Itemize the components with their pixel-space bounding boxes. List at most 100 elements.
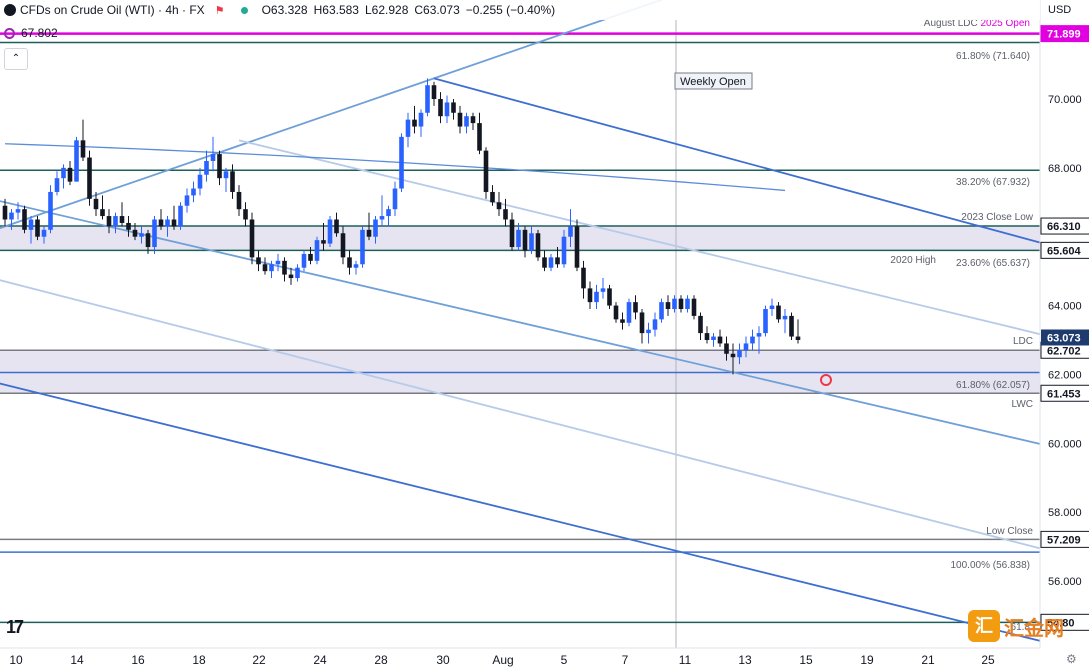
candle-body (555, 257, 560, 265)
level-label-11: 61.8 (1011, 622, 1031, 633)
candle-body (223, 171, 229, 179)
candle-body (15, 209, 21, 213)
candle-body (41, 229, 47, 237)
candle-body (2, 205, 8, 220)
trendline-5 (238, 139, 1040, 336)
candle-body (178, 205, 183, 227)
candle-body (353, 264, 359, 268)
weekly-open-box (674, 72, 753, 90)
candle-body (191, 188, 196, 196)
candle-body (262, 264, 268, 272)
candle-body (633, 302, 638, 313)
candle-body (457, 112, 463, 127)
level-badge-bg-8 (1040, 384, 1089, 402)
level-badge-bg-4 (1040, 241, 1089, 259)
trendline-3 (0, 279, 1040, 550)
candle-body (243, 209, 248, 220)
candle-body (132, 229, 138, 237)
candle-body (386, 209, 391, 217)
candle-body (9, 212, 14, 220)
candle-body (334, 219, 339, 234)
candle-body (548, 257, 554, 268)
candle-body (295, 267, 300, 279)
tradingview-logo[interactable]: 17 (6, 617, 24, 637)
candle-body (392, 188, 398, 210)
market-open-dot-icon (240, 6, 248, 14)
candle-body (405, 119, 411, 137)
candle-body (483, 150, 489, 192)
candle-body (61, 167, 66, 179)
candle-body (308, 253, 313, 261)
x-tick-label: 30 (436, 653, 450, 667)
indicator-icon[interactable] (4, 27, 15, 39)
flag-icon[interactable]: ⚑ (214, 4, 225, 17)
candle-body (217, 154, 222, 179)
trendline-0 (0, 0, 664, 230)
candle-body (327, 219, 333, 244)
candle-body (113, 216, 118, 227)
candle-body (581, 267, 586, 289)
trendline-1 (433, 77, 1040, 244)
candle-body (594, 291, 599, 303)
ohlc-close: C63.073 (414, 3, 460, 17)
ohlc-open: O63.328 (261, 3, 308, 17)
candle-body (451, 102, 456, 113)
level-badge-bg-11 (1040, 613, 1089, 631)
level-badge-label-3: 66.310 (1047, 221, 1081, 233)
candle-body (184, 195, 190, 206)
candle-body (477, 123, 482, 151)
level-label-9: Low Close (986, 526, 1033, 537)
watermark: 汇 汇金网 (968, 608, 1088, 644)
level-badge-label-6: 62.702 (1047, 345, 1081, 357)
candle-body (67, 167, 73, 182)
candle-body (80, 140, 86, 158)
y-tick-label: 56.000 (1048, 576, 1082, 588)
x-tick-label: 19 (860, 653, 874, 667)
candle-body (74, 140, 79, 182)
level-badge-label-8: 61.453 (1047, 388, 1081, 400)
level-label-5: 23.60% (65.637) (956, 258, 1030, 269)
candle-body (672, 298, 677, 310)
candle-body (529, 233, 534, 251)
candle-body (418, 112, 424, 127)
candle-body (106, 216, 112, 227)
candle-body (165, 219, 170, 227)
symbol-icon[interactable] (4, 4, 16, 16)
candle-body (600, 288, 606, 292)
x-tick-label: 14 (70, 653, 84, 667)
x-tick-label: 28 (374, 653, 388, 667)
indicator-row[interactable]: 67.802 (0, 24, 58, 42)
collapse-legend-button[interactable]: ⌃ (4, 48, 28, 70)
candle-body (425, 85, 430, 113)
candle-body (613, 305, 619, 320)
candle-body (743, 343, 749, 351)
candle-body (763, 309, 768, 334)
candle-body (698, 315, 703, 334)
candle-body (22, 209, 27, 230)
candle-body (464, 116, 469, 127)
symbol-title[interactable]: CFDs on Crude Oil (WTI) · 4h · FX (20, 3, 205, 17)
weekly-open-label: Weekly Open (680, 76, 746, 88)
x-tick-label: 15 (799, 653, 813, 667)
x-tick-label: 13 (738, 653, 752, 667)
candle-body (587, 288, 593, 303)
candle-body (711, 336, 716, 340)
level-label-10: 100.00% (56.838) (950, 560, 1030, 571)
gear-icon[interactable]: ⚙ (1066, 652, 1077, 666)
level-label-8: LWC (1012, 399, 1033, 410)
level-badge-label-9: 57.209 (1047, 534, 1081, 546)
candle-body (782, 315, 788, 320)
candle-body (197, 174, 203, 189)
candle-body (412, 119, 417, 127)
candle-body (535, 233, 541, 258)
candle-body (301, 253, 307, 268)
y-tick-label: 58.000 (1048, 507, 1082, 519)
candle-body (87, 157, 92, 199)
trendline-2 (0, 200, 1040, 445)
candle-body (626, 302, 632, 323)
candle-body (204, 160, 209, 175)
x-tick-label: 18 (192, 653, 206, 667)
candle-body (171, 219, 177, 227)
trendline-4 (0, 382, 1040, 642)
